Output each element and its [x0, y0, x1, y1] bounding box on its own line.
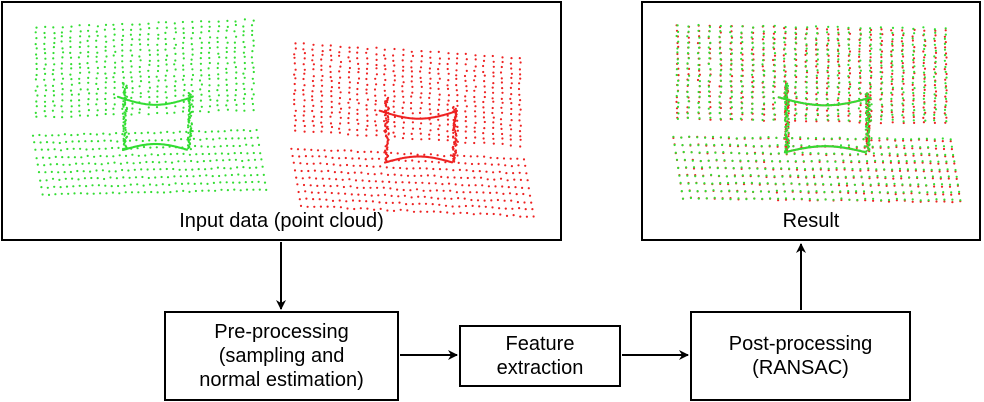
preprocessing-box: Pre-processing (sampling and normal esti…: [164, 311, 399, 401]
result-box: Result: [641, 1, 981, 241]
preprocessing-label-line-2: (sampling and: [218, 345, 345, 367]
preprocessing-label-line-1: Pre-processing: [214, 321, 349, 343]
input-data-box: Input data (point cloud): [1, 1, 562, 241]
postprocessing-box: Post-processing (RANSAC): [690, 311, 911, 401]
target-point-cloud-image: [290, 42, 535, 218]
postprocessing-label-line-2: (RANSAC): [752, 357, 849, 379]
feature-extraction-label-line-1: Feature: [505, 333, 575, 355]
feature-extraction-box: Feature extraction: [459, 325, 621, 387]
input-data-label: Input data (point cloud): [179, 210, 384, 232]
feature-extraction-label-line-2: extraction: [496, 357, 584, 379]
source-point-cloud-image: [31, 18, 268, 196]
registered-point-cloud-image: [672, 23, 962, 204]
result-label: Result: [782, 210, 840, 232]
preprocessing-label-line-3: normal estimation): [199, 369, 364, 391]
postprocessing-label-line-1: Post-processing: [728, 333, 873, 355]
